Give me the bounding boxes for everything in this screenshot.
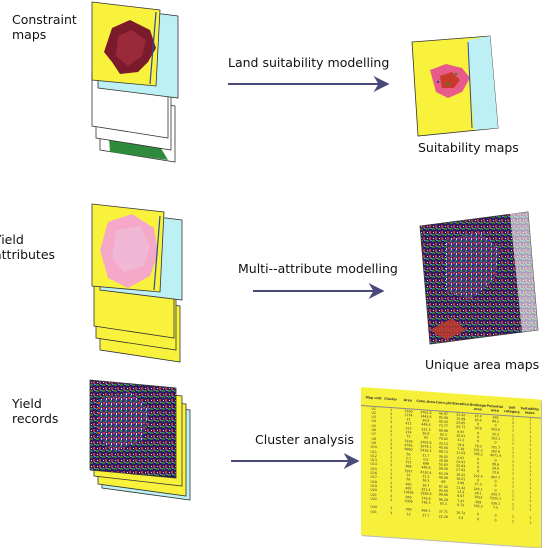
input-label-yield-attributes: Yield attributes — [0, 232, 56, 262]
yield-records-stack — [89, 379, 191, 501]
table-cell: 3 — [390, 510, 393, 515]
table-cell: 13 — [406, 511, 411, 517]
output-label-unique-area-maps: Unique area maps — [425, 357, 540, 372]
input-label-constraint-maps: Constraint maps — [12, 12, 77, 42]
table-cell: 1 — [529, 520, 532, 525]
table-cell: 3.9 — [458, 515, 464, 520]
constraint-maps-stack — [91, 1, 179, 163]
process-label-multi-attribute: Multi--attribute modelling — [238, 261, 398, 276]
table-cell: 1 — [511, 519, 514, 524]
table-header-cell: Cluster — [384, 396, 398, 402]
yield-attributes-stack — [91, 203, 183, 363]
process-label-land-suitability: Land suitability modelling — [228, 55, 390, 70]
table-cell: 0 — [477, 516, 480, 521]
output-label-suitability-maps: Suitability maps — [418, 140, 519, 155]
cluster-table: Map unit Cluster Area Conn.Area Conn.yld Elev… — [361, 387, 541, 548]
table-header-cell: Potential area — [486, 403, 504, 413]
table-cell: 22.26 — [438, 514, 448, 519]
process-label-cluster-analysis: Cluster analysis — [255, 432, 354, 447]
suitability-map — [411, 35, 499, 137]
table-header-cell: Conn.yld — [435, 400, 452, 406]
table-header-cell: Area — [403, 397, 412, 403]
unique-area-map — [419, 211, 539, 345]
input-label-yield-records: Yield records — [12, 396, 59, 426]
table-header-cell: Elevation — [452, 401, 469, 407]
table-header-cell: Map unit — [365, 395, 382, 401]
table-header-cell: Drainage area — [469, 402, 486, 412]
table-header-cell: Conn.Area — [416, 398, 435, 405]
table-cell: 0 — [494, 518, 497, 523]
table-cell: 27.7 — [422, 513, 430, 518]
cluster-table-body: U1 1 5160 2761.8 46.97 31.42 47.4 265 1 1 U2 3 1774 1… — [361, 406, 541, 526]
table-cell: U31 — [370, 509, 377, 514]
table-header-cell: Suitability index — [520, 406, 540, 416]
diagram-graphics — [89, 1, 539, 501]
table-header-cell: Soil category — [504, 405, 520, 415]
